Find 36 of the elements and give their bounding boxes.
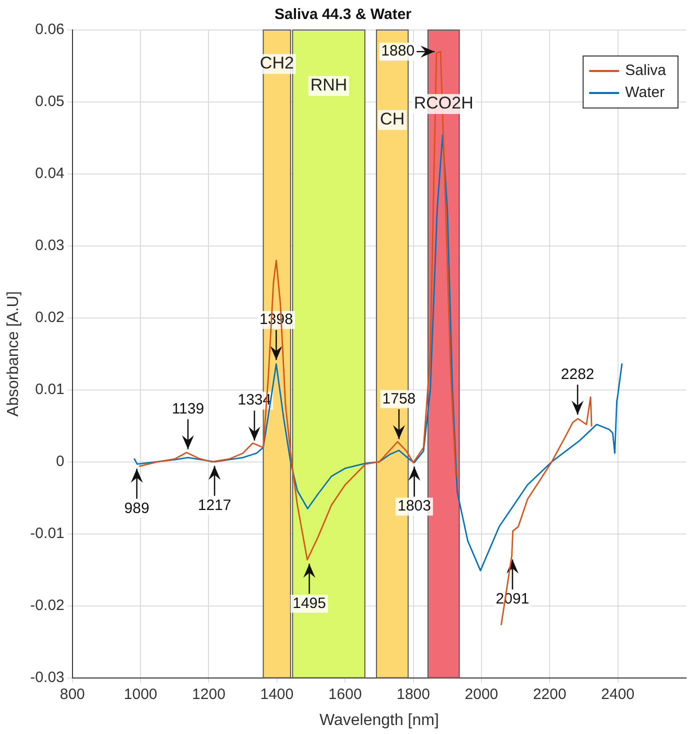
- annotation: 1139: [172, 400, 204, 418]
- x-tick-label: 2200: [532, 686, 566, 703]
- x-tick-label: 2400: [601, 686, 635, 703]
- annotation: 2282: [560, 366, 594, 383]
- chart-title: Saliva 44.3 & Water: [274, 6, 412, 24]
- band-label: RCO2H: [414, 94, 474, 113]
- x-tick-label: 1400: [260, 686, 294, 703]
- legend-label: Water: [625, 84, 665, 102]
- y-tick-label: 0.04: [35, 165, 64, 182]
- annotation: 1495: [292, 594, 326, 612]
- legend-label: Saliva: [625, 62, 667, 80]
- annotation: 1803: [398, 498, 431, 515]
- y-axis-title: Absorbance [A.U]: [5, 291, 22, 417]
- band-label: CH2: [260, 54, 294, 73]
- y-tick-label: 0.02: [35, 309, 64, 326]
- y-tick-label: -0.01: [30, 524, 64, 542]
- x-tick-label: 1800: [396, 686, 430, 703]
- band-label: CH: [380, 110, 405, 129]
- x-axis-title: Wavelength [nm]: [319, 712, 439, 729]
- y-tick-label: 0.06: [35, 21, 64, 38]
- x-tick-label: 1600: [328, 686, 362, 703]
- annotation: 989: [124, 500, 150, 517]
- annotation: 1758: [382, 390, 416, 408]
- x-tick-label: 1200: [192, 686, 226, 703]
- y-tick-label: -0.02: [30, 596, 64, 614]
- annotation: 1880: [381, 42, 415, 60]
- y-tick-label: 0.01: [35, 381, 64, 398]
- annotation: 1217: [198, 497, 232, 514]
- band-label: RNH: [310, 76, 348, 95]
- y-tick-label: -0.03: [30, 668, 64, 686]
- x-tick-label: 1000: [124, 686, 158, 703]
- y-tick-label: 0: [56, 453, 64, 470]
- x-tick-label: 2000: [464, 686, 498, 703]
- x-tick-label: 800: [60, 686, 85, 703]
- y-tick-label: 0.05: [35, 93, 64, 110]
- y-tick-label: 0.03: [35, 237, 64, 254]
